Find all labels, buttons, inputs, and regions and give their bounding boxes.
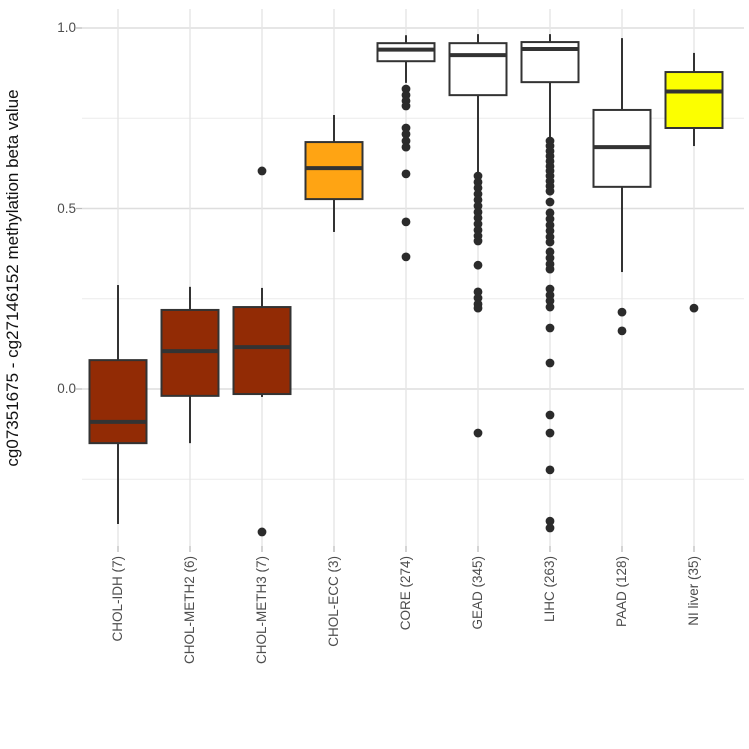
- boxplot-lihc: [520, 34, 580, 533]
- outlier-point: [401, 142, 411, 152]
- y-tick-label: 0.5: [57, 200, 76, 216]
- outlier-point: [545, 428, 555, 438]
- outlier-point: [473, 183, 483, 193]
- outlier-point: [545, 214, 555, 224]
- x-category-label: NI liver (35): [686, 556, 701, 626]
- outlier-point: [545, 284, 555, 294]
- x-category-label: CHOL-METH3 (7): [254, 556, 269, 665]
- outlier-point: [545, 523, 555, 533]
- x-category-label: CORE (274): [398, 556, 413, 631]
- outlier-point: [401, 101, 411, 111]
- x-category-label: GEAD (345): [470, 556, 485, 630]
- outlier-point: [545, 264, 555, 274]
- box-iqr: [304, 141, 364, 201]
- outlier-point: [473, 201, 483, 211]
- boxplot-chol-ecc: [304, 115, 364, 232]
- y-tick-label: 0.0: [57, 381, 76, 396]
- x-category-label: CHOL-METH2 (6): [182, 556, 197, 665]
- box-iqr: [376, 42, 436, 63]
- outlier-point: [473, 303, 483, 313]
- outlier-point: [473, 260, 483, 270]
- outlier-point: [473, 236, 483, 246]
- x-category-label: PAAD (128): [614, 556, 629, 628]
- outlier-point: [545, 237, 555, 247]
- outlier-point: [473, 171, 483, 181]
- outlier-point: [401, 217, 411, 227]
- box-iqr: [232, 306, 292, 396]
- outlier-point: [617, 307, 627, 317]
- x-category-label: CHOL-IDH (7): [110, 556, 125, 642]
- outlier-point: [473, 287, 483, 297]
- boxplot-ni-liver: [664, 52, 724, 313]
- boxplot-chol-meth3: [232, 166, 292, 537]
- boxplot-chol-idh: [88, 285, 148, 525]
- outlier-point: [545, 197, 555, 207]
- outlier-point: [401, 84, 411, 94]
- boxplot-paad: [592, 38, 652, 336]
- outlier-point: [545, 208, 555, 218]
- x-category-label: LIHC (263): [542, 556, 557, 623]
- outlier-point: [545, 302, 555, 312]
- outlier-point: [401, 169, 411, 179]
- outlier-point: [401, 252, 411, 262]
- outlier-point: [545, 410, 555, 420]
- outlier-point: [689, 303, 699, 313]
- outlier-point: [545, 186, 555, 196]
- boxplot-core: [376, 35, 436, 262]
- outlier-point: [473, 293, 483, 303]
- outlier-point: [257, 166, 267, 176]
- outlier-point: [545, 323, 555, 333]
- outlier-point: [473, 213, 483, 223]
- outlier-point: [473, 428, 483, 438]
- outlier-point: [545, 358, 555, 368]
- outlier-point: [545, 516, 555, 526]
- outlier-point: [545, 226, 555, 236]
- outlier-point: [473, 219, 483, 229]
- boxplot-chol-meth2: [160, 286, 220, 444]
- outlier-point: [257, 527, 267, 537]
- outlier-point: [401, 123, 411, 133]
- outlier-point: [401, 129, 411, 139]
- box-iqr: [448, 42, 508, 97]
- outlier-point: [401, 136, 411, 146]
- outlier-point: [545, 247, 555, 257]
- box-iqr: [88, 359, 148, 445]
- y-tick-label: 1.0: [57, 20, 76, 35]
- box-iqr: [664, 71, 724, 129]
- outlier-point: [617, 326, 627, 336]
- outlier-point: [473, 195, 483, 205]
- outlier-point: [545, 465, 555, 475]
- outlier-point: [545, 253, 555, 263]
- boxplot-gead: [448, 34, 508, 438]
- x-category-label: CHOL-ECC (3): [326, 556, 341, 647]
- outlier-point: [545, 296, 555, 306]
